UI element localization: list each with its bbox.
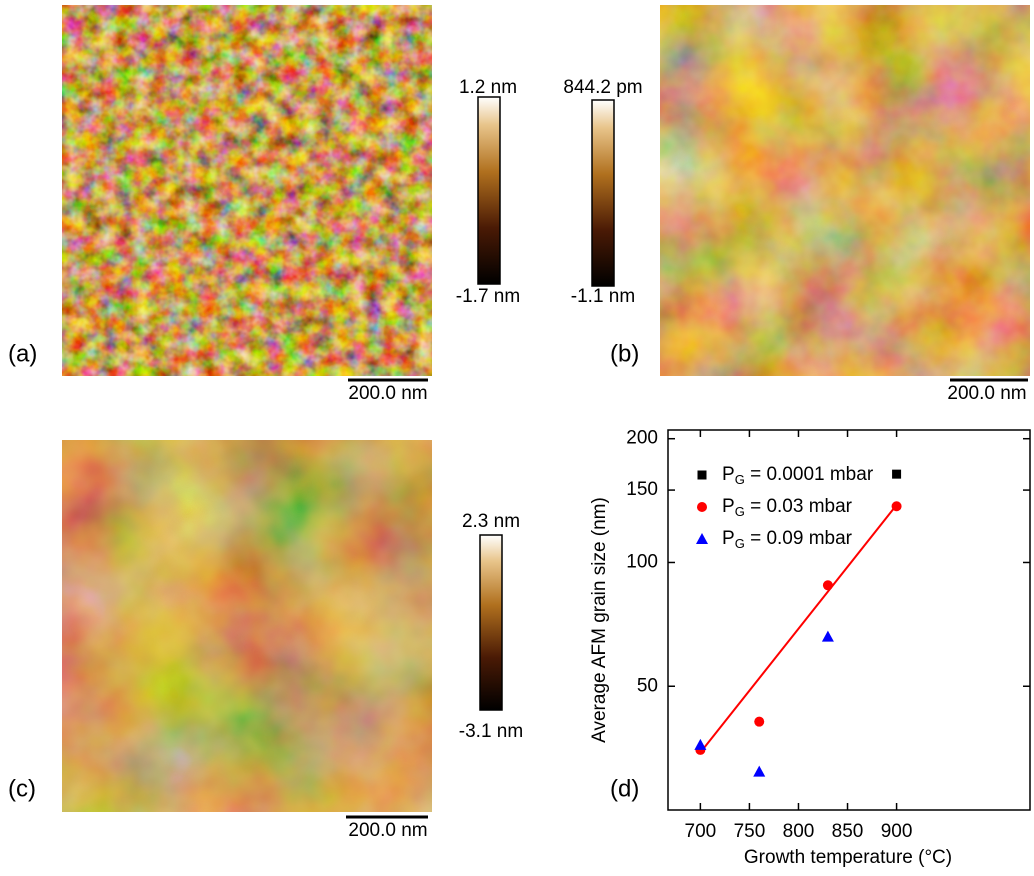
plot-frame — [668, 430, 1030, 810]
colorbar-max: 1.2 nm — [459, 77, 517, 98]
data-point — [892, 470, 901, 479]
legend-label: PG = 0.0001 mbar — [722, 464, 874, 487]
x-tick-label: 700 — [685, 821, 717, 842]
data-point — [892, 501, 902, 511]
colorbar-min: -1.1 nm — [571, 286, 635, 307]
x-tick-label: 750 — [734, 821, 766, 842]
legend-marker — [696, 533, 708, 544]
colorbar-max: 2.3 nm — [462, 511, 520, 532]
panel-label: (d) — [610, 775, 639, 802]
afm-image — [62, 5, 432, 376]
panel-label: (c) — [8, 775, 36, 802]
legend-marker — [698, 471, 707, 480]
figure: 1.2 nm -1.7 nm 844.2 pm -1.1 nm 2.3 nm -… — [0, 0, 1034, 871]
y-tick-label: 200 — [626, 428, 658, 449]
scale-bar-label: 200.0 nm — [348, 383, 427, 404]
colorbar — [592, 100, 614, 286]
data-point — [823, 580, 833, 590]
x-tick-label: 850 — [832, 821, 864, 842]
y-tick-label: 150 — [626, 479, 658, 500]
data-point — [694, 739, 706, 750]
data-point — [822, 631, 834, 642]
y-axis-label: Average AFM grain size (nm) — [589, 497, 610, 743]
legend-marker — [697, 502, 707, 512]
colorbar — [480, 535, 502, 710]
data-point — [754, 717, 764, 727]
afm-image — [62, 440, 432, 812]
y-tick-label: 100 — [626, 551, 658, 572]
colorbar-min: -1.7 nm — [456, 286, 520, 307]
x-tick-label: 900 — [881, 821, 913, 842]
colorbar-max: 844.2 pm — [563, 77, 642, 98]
legend-label: PG = 0.03 mbar — [722, 496, 853, 519]
panel-label: (b) — [610, 340, 639, 367]
afm-image — [660, 5, 1030, 376]
scale-bar-label: 200.0 nm — [348, 820, 427, 841]
colorbar — [478, 97, 500, 284]
data-point — [753, 766, 765, 777]
scale-bar-label: 200.0 nm — [947, 383, 1026, 404]
y-tick-label: 50 — [637, 675, 658, 696]
legend-label: PG = 0.09 mbar — [722, 528, 853, 551]
colorbar-min: -3.1 nm — [459, 721, 523, 742]
x-axis-label: Growth temperature (°C) — [744, 847, 952, 868]
x-tick-label: 800 — [783, 821, 815, 842]
plot: 700 750 800 850 900 50 100 150 200 PG = 0.0001 mb… — [626, 428, 1030, 842]
panel-label: (a) — [8, 340, 37, 367]
